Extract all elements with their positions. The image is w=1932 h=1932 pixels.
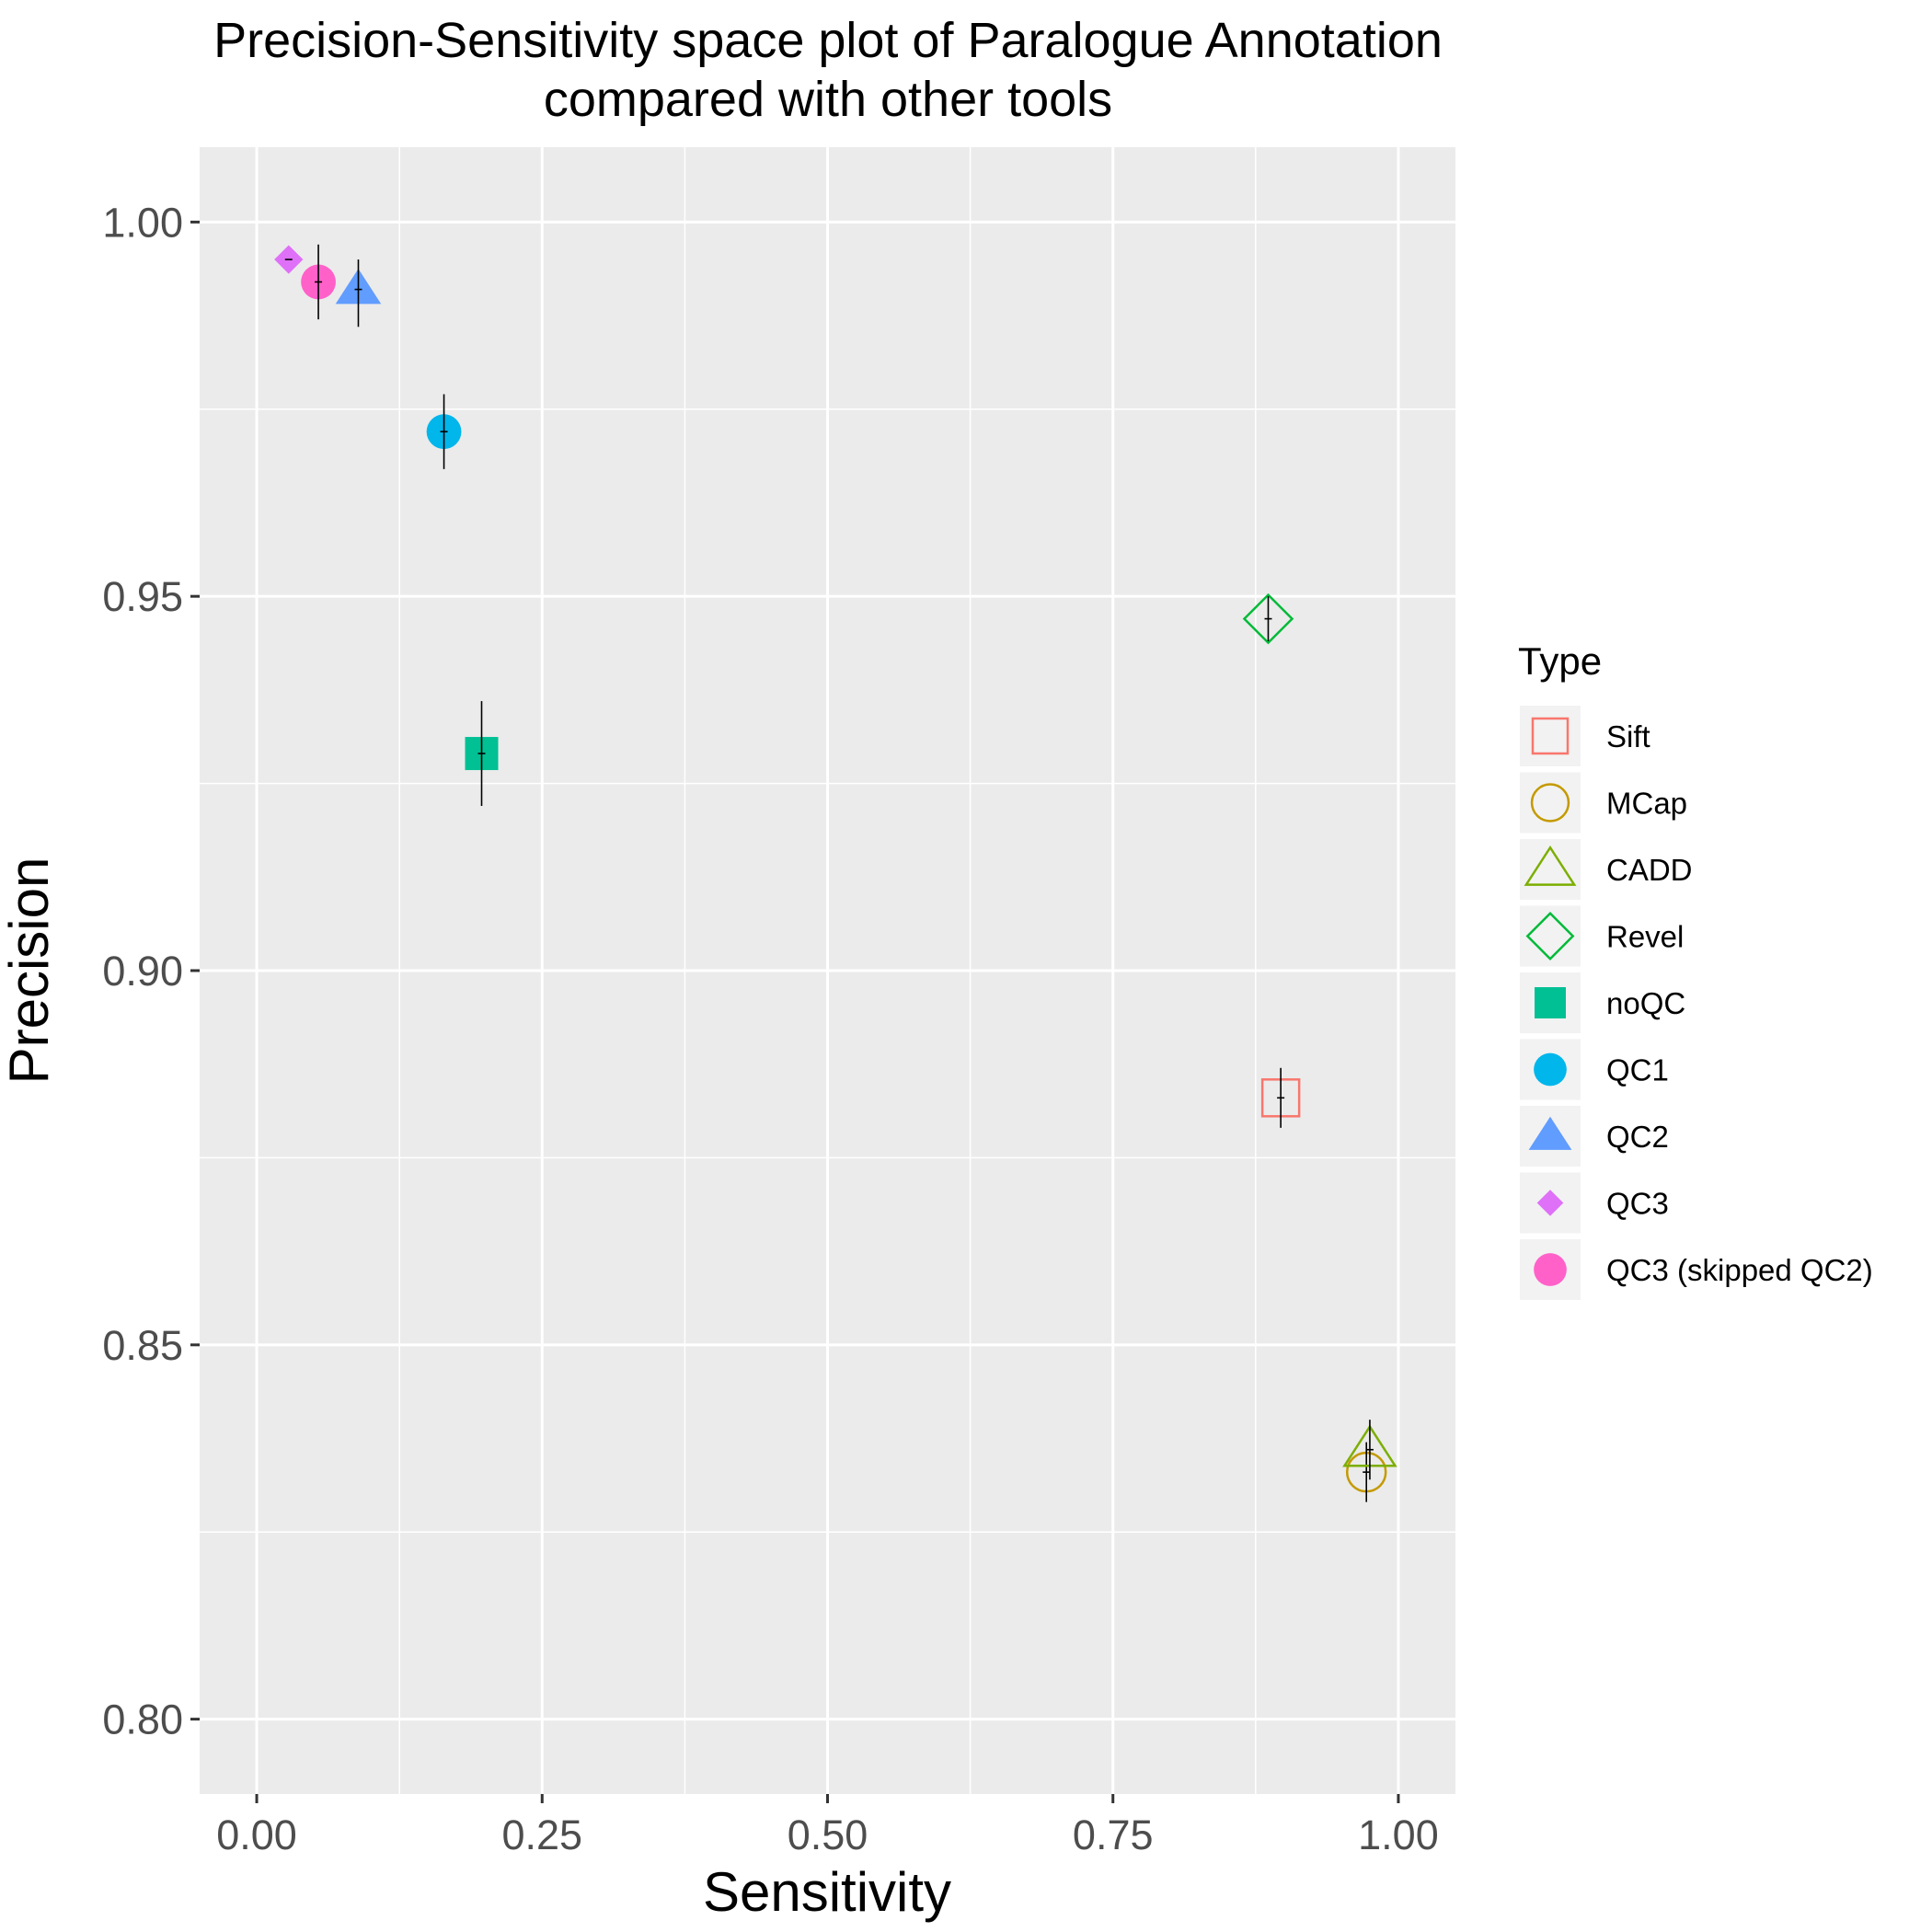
legend-label-qc3: QC3 xyxy=(1606,1187,1669,1221)
y-tick-label: 0.85 xyxy=(102,1322,183,1369)
legend-key-bg xyxy=(1520,772,1581,834)
legend-key-cadd xyxy=(1524,845,1577,886)
data-points xyxy=(274,244,1397,1502)
legend-label-qc3-skipped-qc2: QC3 (skipped QC2) xyxy=(1606,1253,1873,1287)
legend-key-noqc xyxy=(1535,987,1566,1018)
grid-lines xyxy=(200,147,1455,1794)
x-tick-label: 0.25 xyxy=(501,1811,582,1858)
legend-label-qc1: QC1 xyxy=(1606,1053,1669,1087)
y-axis-title: Precision xyxy=(0,857,60,1085)
legend-label-mcap: MCap xyxy=(1606,787,1687,821)
x-tick-label: 0.50 xyxy=(788,1811,868,1858)
legend: Type Sift MCap CADD Revel noQC QC1 QC2 QC3 QC3 (… xyxy=(1518,639,1873,1300)
legend-label-sift: Sift xyxy=(1606,719,1650,753)
x-tick-label: 1.00 xyxy=(1358,1811,1439,1858)
legend-key-bg xyxy=(1520,706,1581,766)
legend-title: Type xyxy=(1518,639,1602,683)
legend-label-qc2: QC2 xyxy=(1606,1120,1669,1154)
x-axis-title: Sensitivity xyxy=(703,1861,951,1923)
y-tick-label: 0.95 xyxy=(102,573,183,620)
legend-key-revel xyxy=(1525,912,1575,960)
y-tick-label: 0.80 xyxy=(102,1696,183,1743)
legend-label-cadd: CADD xyxy=(1606,853,1693,887)
legend-key-qc3-skipped-qc2 xyxy=(1534,1253,1567,1286)
axes: 0.00 0.25 0.50 0.75 1.00 0.80 0.85 0.90 0.95 1.00 xyxy=(102,199,1438,1858)
legend-key-sift xyxy=(1531,717,1570,755)
legend-key-qc2 xyxy=(1528,1116,1572,1150)
point-revel xyxy=(1242,592,1294,645)
chart-title-line-1: Precision-Sensitivity space plot of Para… xyxy=(213,13,1443,68)
x-tick-label: 0.00 xyxy=(216,1811,297,1858)
chart-title: Precision-Sensitivity space plot of Para… xyxy=(213,13,1443,127)
y-tick-label: 1.00 xyxy=(102,199,183,246)
legend-label-noqc: noQC xyxy=(1606,986,1685,1020)
legend-key-mcap xyxy=(1530,783,1570,822)
legend-key-qc3 xyxy=(1536,1190,1564,1216)
chart-title-line-2: compared with other tools xyxy=(544,72,1112,127)
legend-key-bg xyxy=(1520,905,1581,967)
x-tick-label: 0.75 xyxy=(1073,1811,1154,1858)
legend-key-qc1 xyxy=(1534,1052,1567,1087)
legend-label-revel: Revel xyxy=(1606,920,1684,954)
y-tick-label: 0.90 xyxy=(102,948,183,995)
